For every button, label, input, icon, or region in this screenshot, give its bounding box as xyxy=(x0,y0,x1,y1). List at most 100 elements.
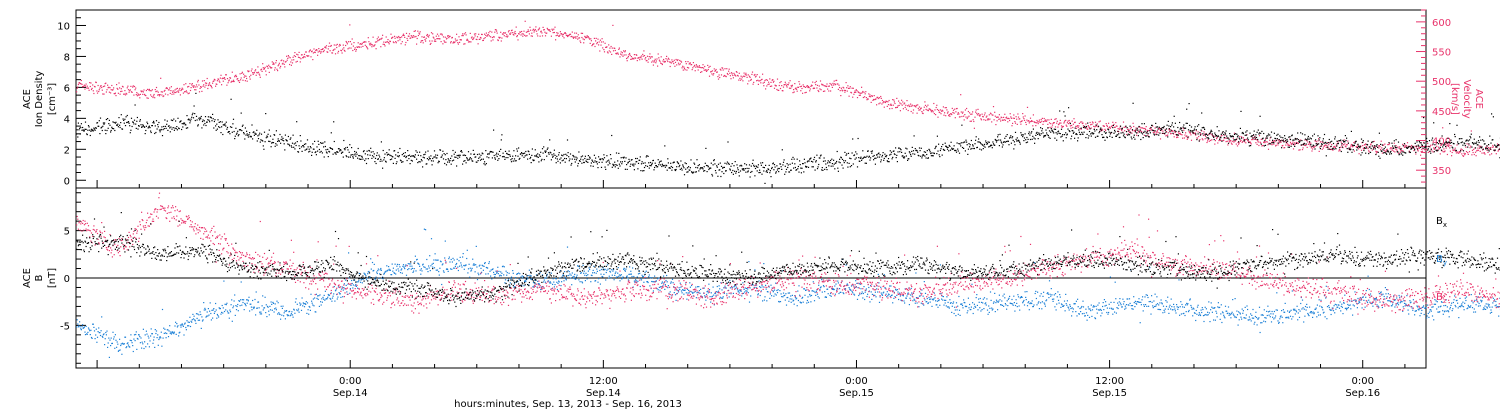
velocity-point xyxy=(1410,147,1412,149)
velocity-point xyxy=(191,84,193,86)
velocity-point xyxy=(1340,141,1342,143)
density-point xyxy=(617,160,619,162)
velocity-point xyxy=(816,84,819,86)
density-point xyxy=(528,151,530,153)
velocity-point xyxy=(1186,138,1188,140)
density-point xyxy=(886,160,888,162)
density-point xyxy=(894,153,896,156)
density-point xyxy=(1368,153,1370,155)
velocity-point xyxy=(119,87,121,89)
velocity-point xyxy=(377,40,379,42)
density-point xyxy=(1031,131,1033,133)
velocity-point xyxy=(707,64,709,66)
density-point xyxy=(832,165,834,167)
density-point xyxy=(749,176,751,178)
density-point xyxy=(1225,130,1227,132)
velocity-point xyxy=(1379,146,1381,148)
density-point xyxy=(761,173,763,175)
density-point xyxy=(260,139,262,141)
density-point xyxy=(499,155,501,157)
density-point xyxy=(1084,127,1086,129)
velocity-point xyxy=(1448,145,1450,148)
density-point xyxy=(434,156,436,158)
velocity-point xyxy=(80,83,82,85)
density-point xyxy=(1443,144,1445,146)
velocity-point xyxy=(642,53,644,55)
density-point xyxy=(957,150,959,152)
velocity-point xyxy=(142,91,144,93)
velocity-point xyxy=(1019,121,1021,123)
velocity-point xyxy=(898,100,900,102)
density-point xyxy=(231,126,233,128)
velocity-point xyxy=(377,36,379,38)
density-point xyxy=(510,161,513,163)
density-point xyxy=(667,158,669,160)
velocity-point xyxy=(187,86,189,88)
density-point xyxy=(609,163,611,165)
density-point xyxy=(470,158,473,160)
density-point xyxy=(719,169,721,171)
velocity-point xyxy=(1225,141,1227,143)
velocity-point xyxy=(540,31,542,33)
density-point xyxy=(88,126,90,128)
density-point xyxy=(355,155,357,157)
velocity-point xyxy=(890,103,892,105)
density-point xyxy=(174,127,176,129)
velocity-point xyxy=(1289,141,1292,143)
velocity-point xyxy=(1399,151,1401,153)
velocity-point xyxy=(1074,121,1076,123)
density-point xyxy=(133,123,135,125)
velocity-point xyxy=(1206,141,1208,144)
velocity-point xyxy=(878,97,881,99)
density-point xyxy=(1319,137,1321,139)
velocity-point xyxy=(180,89,182,92)
velocity-point xyxy=(864,96,866,98)
density-point xyxy=(948,144,950,146)
velocity-point xyxy=(354,47,356,49)
density-point xyxy=(538,154,541,156)
velocity-point xyxy=(503,32,505,34)
velocity-point xyxy=(1047,127,1049,129)
density-point xyxy=(775,172,777,174)
velocity-point xyxy=(682,65,684,67)
velocity-point xyxy=(948,114,950,116)
density-point xyxy=(1278,142,1280,144)
density-point xyxy=(410,159,412,161)
density-point xyxy=(650,165,652,167)
velocity-point xyxy=(1483,152,1485,154)
density-point xyxy=(1400,148,1402,150)
density-point xyxy=(590,162,592,164)
velocity-point xyxy=(910,103,912,105)
velocity-point xyxy=(1440,144,1443,146)
density-point xyxy=(960,145,962,147)
velocity-point xyxy=(1395,145,1397,147)
velocity-point xyxy=(1269,139,1271,141)
density-tick-label: 4 xyxy=(64,114,70,125)
density-point xyxy=(778,171,780,173)
velocity-point xyxy=(126,87,128,89)
velocity-point xyxy=(948,115,950,117)
density-point xyxy=(227,131,229,133)
velocity-point xyxy=(887,101,889,103)
velocity-point xyxy=(187,93,189,95)
density-point xyxy=(1125,125,1127,127)
velocity-point xyxy=(1261,145,1263,147)
velocity-point xyxy=(384,45,386,47)
density-point xyxy=(407,150,409,152)
density-point xyxy=(521,152,523,154)
density-point xyxy=(627,161,629,163)
density-point xyxy=(267,133,269,135)
velocity-point xyxy=(708,66,710,68)
velocity-point xyxy=(232,80,234,83)
velocity-point xyxy=(1433,147,1435,149)
density-point xyxy=(1325,141,1327,143)
density-point xyxy=(722,167,724,169)
velocity-point xyxy=(350,47,352,49)
velocity-point xyxy=(663,61,665,63)
density-point xyxy=(689,169,691,171)
velocity-point xyxy=(1216,138,1218,140)
velocity-point xyxy=(1415,147,1417,149)
density-point xyxy=(1417,144,1419,146)
velocity-point xyxy=(290,61,292,63)
density-point xyxy=(946,146,948,148)
